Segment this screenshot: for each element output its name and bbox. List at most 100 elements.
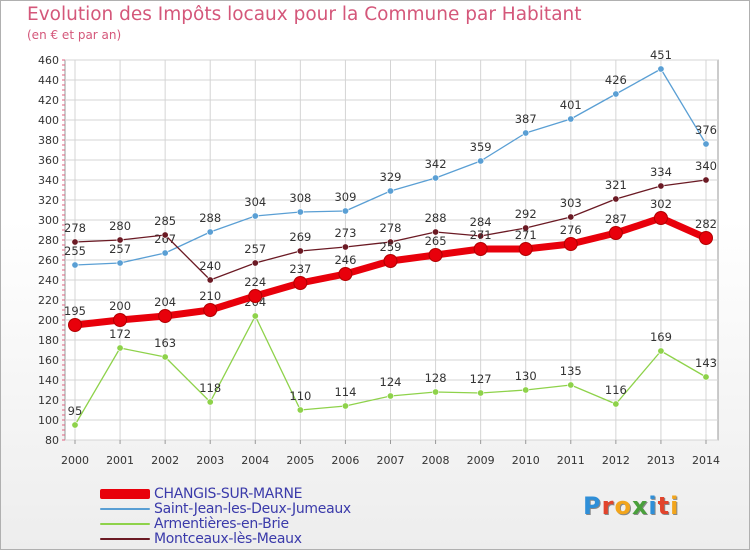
data-label: 257 [244, 242, 266, 256]
x-tick-label: 2012 [602, 454, 630, 467]
data-label: 124 [380, 375, 402, 389]
data-point [71, 261, 79, 269]
legend-swatch [100, 508, 150, 510]
data-point [477, 232, 485, 240]
y-tick-label: 220 [38, 294, 59, 307]
data-point [653, 211, 668, 225]
data-point [567, 213, 575, 221]
data-point [71, 421, 79, 429]
data-label: 451 [650, 48, 672, 62]
data-label: 273 [334, 226, 356, 240]
legend-swatch [100, 538, 150, 540]
data-label: 342 [425, 157, 447, 171]
y-tick-label: 80 [45, 434, 59, 447]
legend-swatch [100, 523, 150, 525]
data-label: 376 [695, 123, 717, 137]
x-tick-label: 2010 [512, 454, 540, 467]
logo-letter: P [583, 492, 602, 520]
data-point [522, 129, 530, 137]
x-tick-label: 2002 [151, 454, 179, 467]
x-tick-label: 2000 [61, 454, 89, 467]
data-point [522, 224, 530, 232]
legend-item: CHANGIS-SUR-MARNE [100, 486, 303, 502]
x-tick-label: 2009 [467, 454, 495, 467]
data-label: 288 [199, 211, 221, 225]
legend-swatch [100, 489, 150, 499]
data-point [341, 402, 349, 410]
data-label: 143 [695, 356, 717, 370]
data-label: 265 [425, 234, 447, 248]
proxiti-logo: Proxiti [583, 492, 679, 520]
data-point [116, 344, 124, 352]
data-point [383, 254, 398, 268]
data-label: 302 [650, 197, 672, 211]
y-tick-label: 180 [38, 334, 59, 347]
data-label: 308 [289, 191, 311, 205]
data-point [206, 398, 214, 406]
data-label: 271 [515, 228, 537, 242]
legend-item: Armentières-en-Brie [100, 516, 289, 532]
data-point [612, 90, 620, 98]
data-label: 128 [425, 371, 447, 385]
y-tick-label: 260 [38, 254, 59, 267]
data-point [248, 289, 263, 303]
data-point [563, 237, 578, 251]
data-point [612, 195, 620, 203]
logo-letter: o [614, 492, 632, 520]
x-tick-label: 2006 [331, 454, 359, 467]
data-label: 246 [334, 253, 356, 267]
data-label: 116 [605, 383, 627, 397]
data-point [338, 267, 353, 281]
y-tick-label: 400 [38, 114, 59, 127]
legend-item: Saint-Jean-les-Deux-Jumeaux [100, 501, 351, 517]
x-tick-label: 2005 [286, 454, 314, 467]
logo-letter: t [657, 492, 671, 520]
data-point [657, 182, 665, 190]
data-point [612, 400, 620, 408]
x-tick-label: 2004 [241, 454, 269, 467]
data-label: 200 [109, 299, 131, 313]
data-label: 282 [695, 217, 717, 231]
data-label: 269 [289, 230, 311, 244]
y-tick-label: 380 [38, 134, 59, 147]
data-label: 288 [425, 211, 447, 225]
data-label: 280 [109, 219, 131, 233]
data-point [477, 157, 485, 165]
x-tick-label: 2008 [422, 454, 450, 467]
legend-label: Armentières-en-Brie [154, 516, 289, 532]
data-label: 304 [244, 195, 266, 209]
data-point [158, 309, 173, 323]
data-point [473, 242, 488, 256]
data-point [522, 386, 530, 394]
data-point [71, 238, 79, 246]
logo-letter: i [670, 492, 680, 520]
data-label: 401 [560, 98, 582, 112]
data-label: 271 [470, 228, 492, 242]
legend-item: Montceaux-lès-Meaux [100, 531, 302, 547]
y-tick-label: 160 [38, 354, 59, 367]
data-point [702, 373, 710, 381]
legend-label: CHANGIS-SUR-MARNE [154, 486, 303, 502]
data-point [203, 303, 218, 317]
data-point [296, 208, 304, 216]
y-tick-label: 320 [38, 194, 59, 207]
data-point [567, 115, 575, 123]
data-label: 127 [470, 372, 492, 386]
data-label: 172 [109, 327, 131, 341]
data-label: 284 [470, 215, 492, 229]
data-label: 387 [515, 112, 537, 126]
data-label: 259 [380, 240, 402, 254]
y-tick-label: 300 [38, 214, 59, 227]
data-point [341, 243, 349, 251]
data-point [251, 212, 259, 220]
chart-title: Evolution des Impôts locaux pour la Comm… [27, 4, 582, 25]
data-point [386, 238, 394, 246]
legend-label: Montceaux-lès-Meaux [154, 531, 302, 547]
x-tick-label: 2003 [196, 454, 224, 467]
y-tick-label: 360 [38, 154, 59, 167]
legend-label: Saint-Jean-les-Deux-Jumeaux [154, 501, 351, 517]
logo-letter: i [648, 492, 658, 520]
data-point [702, 140, 710, 148]
data-point [432, 174, 440, 182]
data-point [477, 389, 485, 397]
